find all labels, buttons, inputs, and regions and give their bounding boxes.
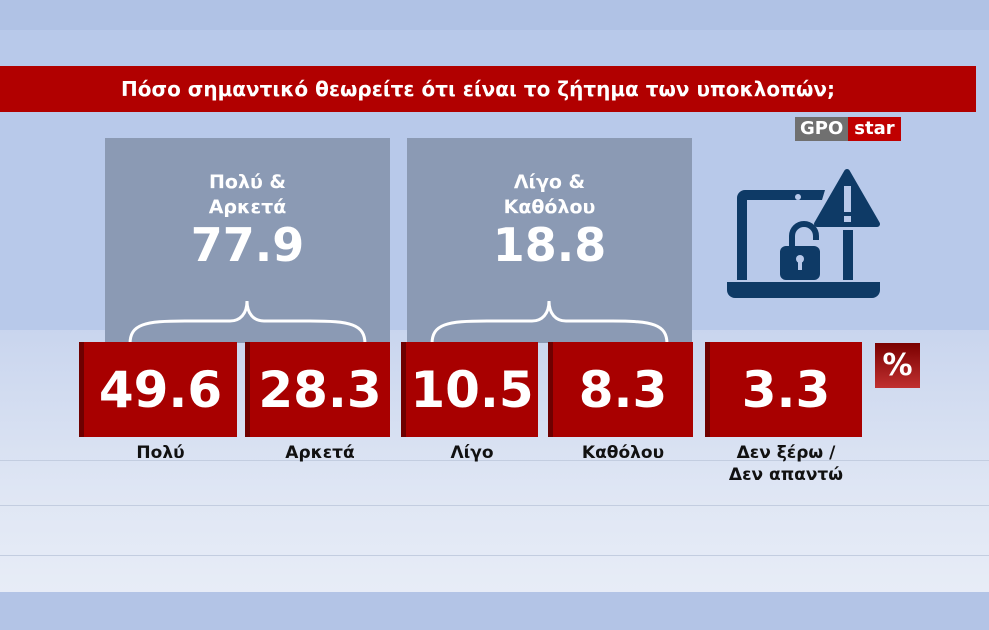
question-title: Πόσο σημαντικό θεωρείτε ότι είναι το ζήτ…: [0, 66, 976, 112]
group-value: 18.8: [492, 218, 607, 272]
group-value: 77.9: [190, 218, 305, 272]
category-label: Αρκετά: [285, 443, 355, 463]
group-label: Λίγο & Καθόλου: [503, 171, 596, 218]
group-label: Πολύ & Αρκετά: [208, 171, 287, 218]
group-panel-little: Λίγο & Καθόλου 18.8: [407, 138, 692, 345]
category-label: Καθόλου: [581, 443, 665, 463]
top-band: [0, 0, 989, 30]
value-box: 3.3: [710, 342, 862, 437]
category-label: Λίγο: [450, 443, 494, 463]
value-box: 49.6: [84, 342, 237, 437]
category-label: Δεν ξέρω / Δεν απαντώ: [728, 443, 844, 485]
value-box: 28.3: [250, 342, 390, 437]
gpo-star-logo: GPO star: [795, 117, 901, 141]
logo-star: star: [848, 117, 901, 141]
brace-icon: [430, 300, 669, 345]
bottom-band: [0, 592, 989, 630]
brace-icon: [128, 300, 367, 345]
value-box: 8.3: [553, 342, 693, 437]
laptop-unlocked-warning-icon: [727, 169, 880, 298]
logo-gpo: GPO: [795, 117, 849, 141]
category-label: Πολύ: [136, 443, 185, 463]
value-box: 10.5: [406, 342, 538, 437]
percent-unit-badge: %: [875, 343, 920, 388]
group-panel-much: Πολύ & Αρκετά 77.9: [105, 138, 390, 345]
